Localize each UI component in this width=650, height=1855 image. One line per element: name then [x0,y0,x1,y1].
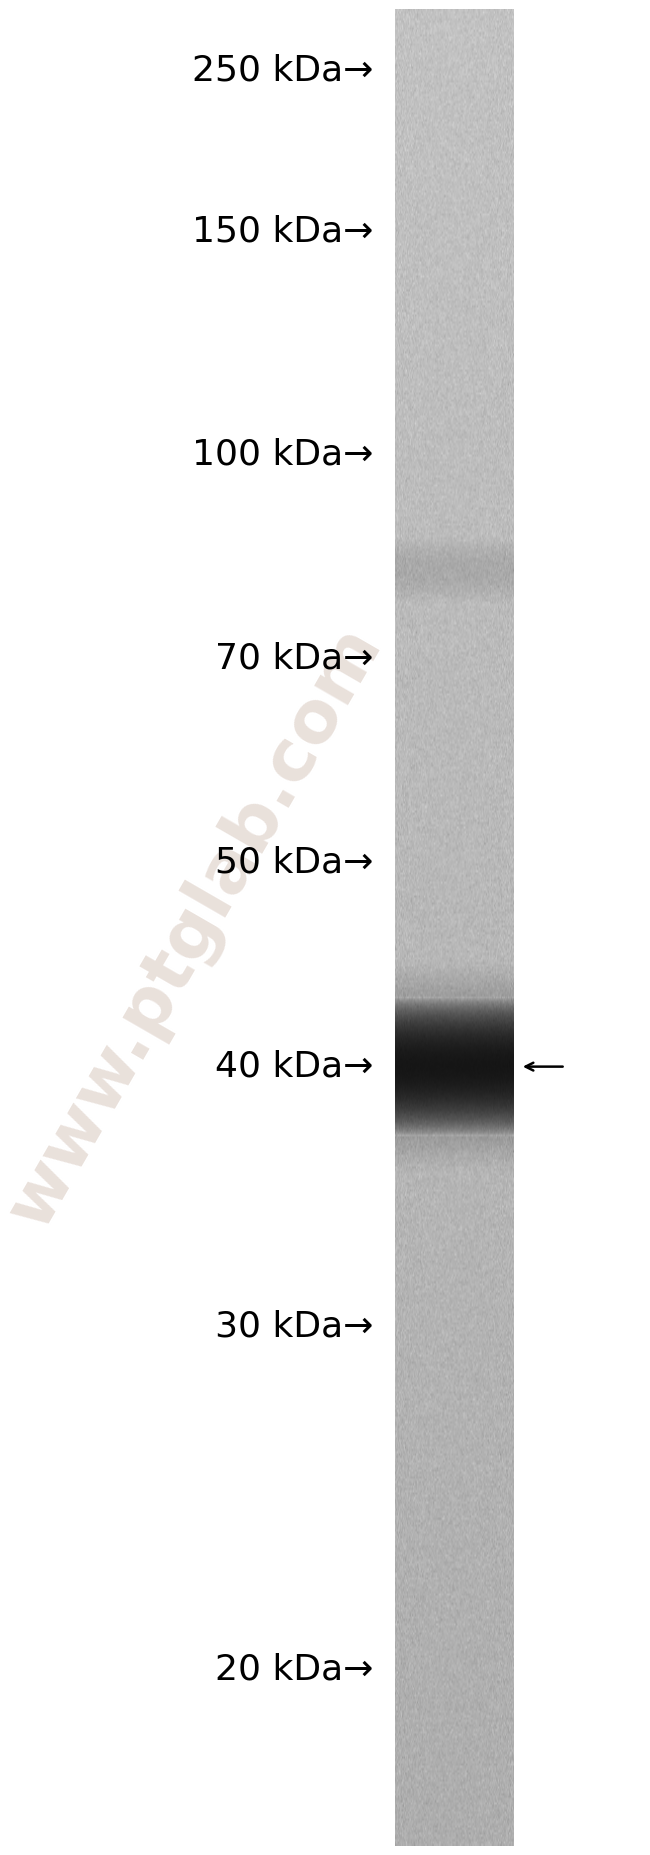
Text: 20 kDa→: 20 kDa→ [215,1653,374,1686]
Text: 70 kDa→: 70 kDa→ [215,642,374,675]
Text: 150 kDa→: 150 kDa→ [192,215,374,249]
Text: 30 kDa→: 30 kDa→ [215,1310,374,1343]
Text: 250 kDa→: 250 kDa→ [192,54,374,87]
Text: 50 kDa→: 50 kDa→ [215,846,374,879]
Text: 100 kDa→: 100 kDa→ [192,438,374,471]
Text: www.ptglab.com: www.ptglab.com [0,614,396,1241]
Text: 40 kDa→: 40 kDa→ [215,1050,374,1083]
